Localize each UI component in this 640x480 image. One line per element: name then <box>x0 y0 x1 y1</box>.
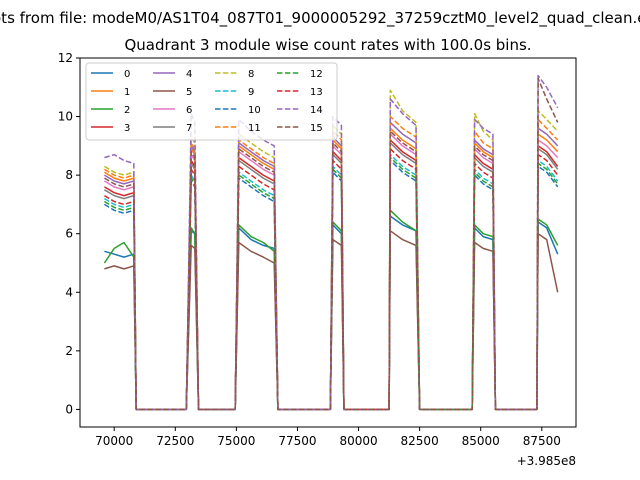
chart-title: Quadrant 3 module wise count rates with … <box>124 36 531 54</box>
x-tick-label: 82500 <box>401 434 439 448</box>
legend-label-7: 7 <box>186 123 192 134</box>
legend-label-9: 9 <box>248 87 254 98</box>
figure-suptitle: Plots from file: modeM0/AS1T04_087T01_90… <box>0 9 640 28</box>
legend-label-5: 5 <box>186 87 192 98</box>
series-line-15 <box>104 77 559 411</box>
legend-label-8: 8 <box>248 69 254 80</box>
legend-label-3: 3 <box>124 123 130 134</box>
legend-label-14: 14 <box>310 105 323 116</box>
y-tick-label: 4 <box>65 285 73 299</box>
legend-label-15: 15 <box>310 123 323 134</box>
legend-label-2: 2 <box>124 105 130 116</box>
y-tick-label: 8 <box>65 168 73 182</box>
y-tick-label: 0 <box>65 402 73 416</box>
x-tick-label: 87500 <box>523 434 561 448</box>
legend-box <box>85 62 338 141</box>
legend-label-12: 12 <box>310 69 323 80</box>
x-tick-label: 80000 <box>339 434 377 448</box>
legend-label-11: 11 <box>248 123 261 134</box>
legend-label-1: 1 <box>124 87 130 98</box>
y-tick-label: 6 <box>65 227 73 241</box>
x-tick-label: 85000 <box>462 434 500 448</box>
x-axis-offset-label: +3.985e8 <box>517 454 576 468</box>
series-line-8 <box>104 89 559 411</box>
x-axis-ticks: 70000 72500 75000 77500 80000 82500 85000 87500 <box>95 427 561 448</box>
y-tick-label: 12 <box>58 51 73 65</box>
legend-label-4: 4 <box>186 69 192 80</box>
legend-label-10: 10 <box>248 105 261 116</box>
x-tick-label: 70000 <box>95 434 133 448</box>
y-tick-label: 2 <box>65 344 73 358</box>
legend-label-13: 13 <box>310 87 323 98</box>
y-axis-ticks: 0 2 4 6 8 10 12 <box>58 51 80 416</box>
legend-label-0: 0 <box>124 69 130 80</box>
x-tick-label: 77500 <box>278 434 316 448</box>
axes-frame <box>79 57 577 428</box>
x-tick-label: 75000 <box>217 434 255 448</box>
legend-label-6: 6 <box>186 105 192 116</box>
x-tick-label: 72500 <box>156 434 194 448</box>
y-tick-label: 10 <box>58 110 73 124</box>
